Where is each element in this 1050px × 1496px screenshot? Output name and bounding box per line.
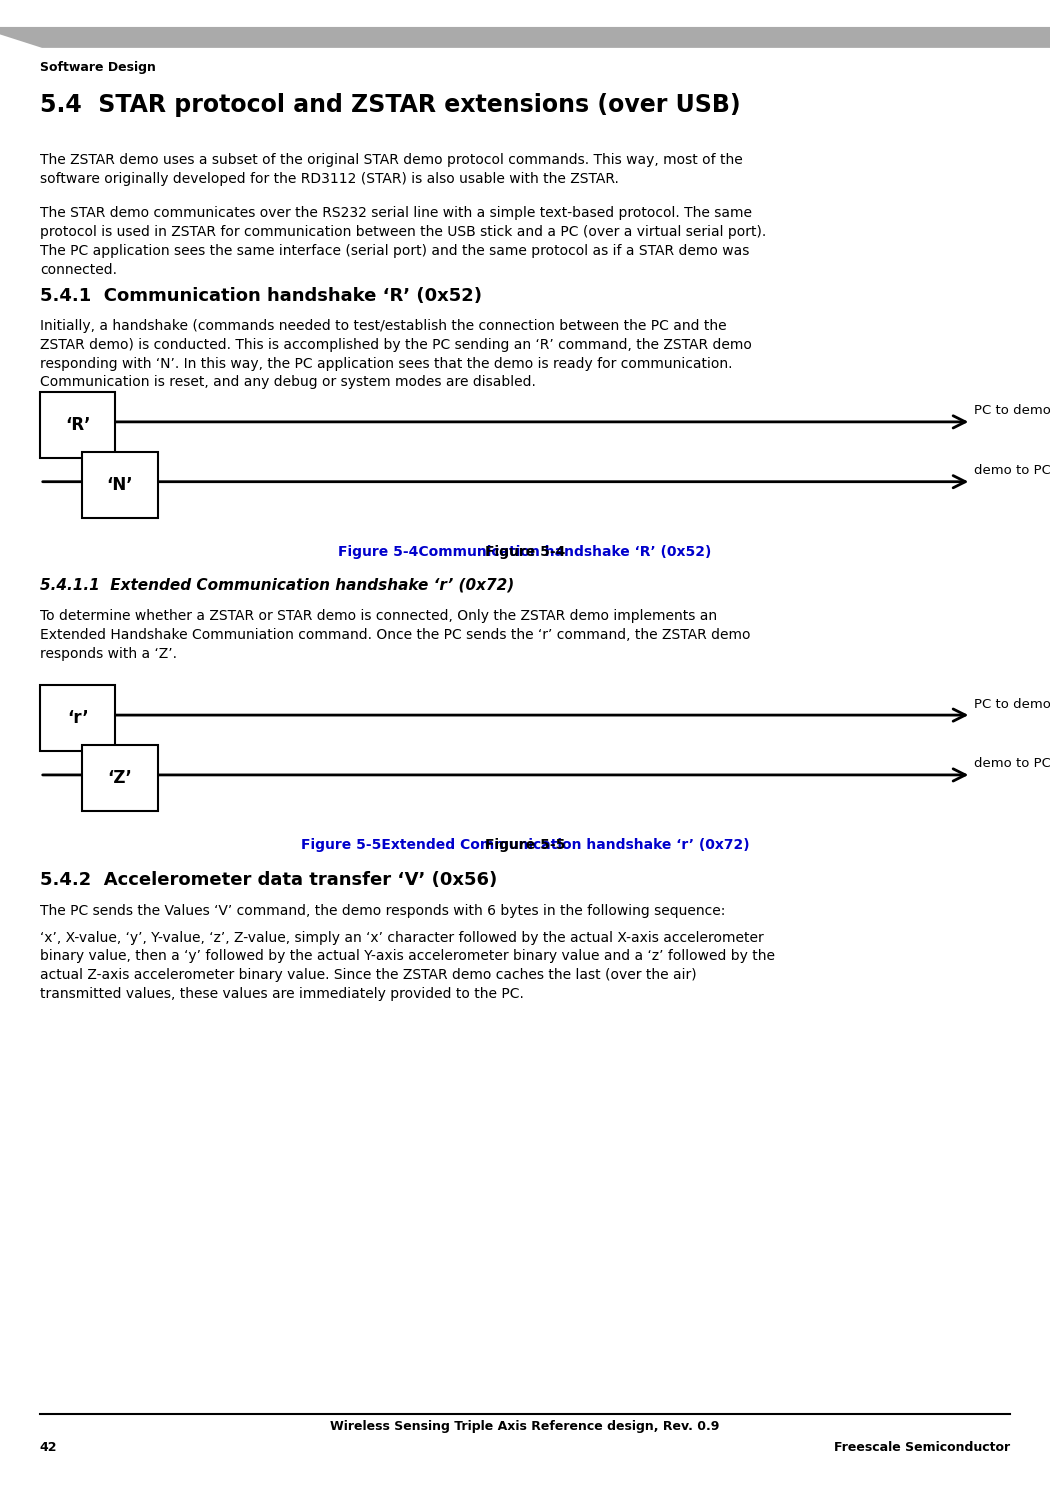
Text: Figure 5-4: Figure 5-4 bbox=[485, 545, 565, 558]
Polygon shape bbox=[0, 27, 1050, 48]
Text: ‘R’: ‘R’ bbox=[65, 416, 90, 434]
FancyBboxPatch shape bbox=[82, 745, 158, 811]
Text: PC to demo: PC to demo bbox=[974, 697, 1050, 711]
Text: The ZSTAR demo uses a subset of the original STAR demo protocol commands. This w: The ZSTAR demo uses a subset of the orig… bbox=[40, 153, 742, 186]
Text: PC to demo: PC to demo bbox=[974, 404, 1050, 417]
Text: Figure 5-5Extended Communication handshake ‘r’ (0x72): Figure 5-5Extended Communication handsha… bbox=[300, 838, 750, 851]
Text: 42: 42 bbox=[40, 1441, 58, 1454]
Text: The STAR demo communicates over the RS232 serial line with a simple text-based p: The STAR demo communicates over the RS23… bbox=[40, 206, 766, 277]
Text: Figure 5-5: Figure 5-5 bbox=[485, 838, 565, 851]
Text: Figure 5-4Communication handshake ‘R’ (0x52): Figure 5-4Communication handshake ‘R’ (0… bbox=[338, 545, 712, 558]
FancyBboxPatch shape bbox=[40, 392, 116, 458]
Text: 5.4.2  Accelerometer data transfer ‘V’ (0x56): 5.4.2 Accelerometer data transfer ‘V’ (0… bbox=[40, 871, 497, 889]
Text: Wireless Sensing Triple Axis Reference design, Rev. 0.9: Wireless Sensing Triple Axis Reference d… bbox=[331, 1420, 719, 1433]
FancyBboxPatch shape bbox=[82, 452, 158, 518]
Text: The PC sends the Values ‘V’ command, the demo responds with 6 bytes in the follo: The PC sends the Values ‘V’ command, the… bbox=[40, 904, 726, 917]
Text: Software Design: Software Design bbox=[40, 61, 155, 75]
FancyBboxPatch shape bbox=[40, 685, 116, 751]
Text: Freescale Semiconductor: Freescale Semiconductor bbox=[834, 1441, 1010, 1454]
Text: 5.4  STAR protocol and ZSTAR extensions (over USB): 5.4 STAR protocol and ZSTAR extensions (… bbox=[40, 93, 740, 117]
Text: demo to PC: demo to PC bbox=[974, 757, 1050, 770]
Text: 5.4.1.1  Extended Communication handshake ‘r’ (0x72): 5.4.1.1 Extended Communication handshake… bbox=[40, 577, 514, 592]
Text: ‘r’: ‘r’ bbox=[67, 709, 88, 727]
Text: ‘N’: ‘N’ bbox=[106, 476, 133, 494]
Text: Initially, a handshake (commands needed to test/establish the connection between: Initially, a handshake (commands needed … bbox=[40, 319, 752, 389]
Text: ‘x’, X-value, ‘y’, Y-value, ‘z’, Z-value, simply an ‘x’ character followed by th: ‘x’, X-value, ‘y’, Y-value, ‘z’, Z-value… bbox=[40, 931, 775, 1001]
Text: demo to PC: demo to PC bbox=[974, 464, 1050, 477]
Text: ‘Z’: ‘Z’ bbox=[107, 769, 132, 787]
Text: 5.4.1  Communication handshake ‘R’ (0x52): 5.4.1 Communication handshake ‘R’ (0x52) bbox=[40, 287, 482, 305]
Text: To determine whether a ZSTAR or STAR demo is connected, Only the ZSTAR demo impl: To determine whether a ZSTAR or STAR dem… bbox=[40, 609, 751, 661]
